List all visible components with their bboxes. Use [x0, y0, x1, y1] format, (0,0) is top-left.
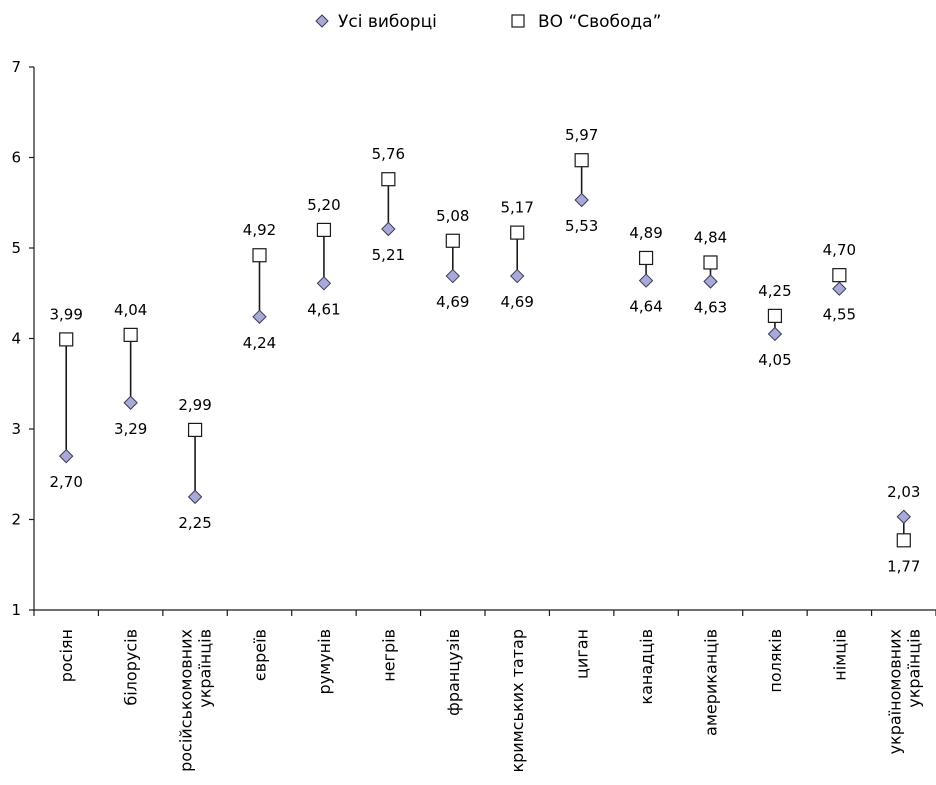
- point-svoboda: [896, 533, 911, 548]
- point-all-voters: [123, 395, 138, 410]
- data-label-all-voters: 5,53: [565, 217, 598, 235]
- y-tick-label: 7: [11, 58, 21, 76]
- x-category-label: українців: [904, 629, 923, 708]
- point-all-voters: [381, 221, 396, 237]
- point-all-voters: [574, 192, 589, 208]
- data-label-svoboda: 4,25: [758, 282, 791, 300]
- legend-label-all-voters: Усі виборці: [338, 12, 437, 32]
- data-label-all-voters: 4,05: [758, 351, 791, 369]
- legend: Усі виборці ВО “Свобода”: [315, 12, 661, 32]
- point-all-voters: [510, 268, 525, 284]
- data-label-all-voters: 2,25: [178, 514, 211, 532]
- x-category-label: євреїв: [251, 629, 270, 681]
- x-category-label: французів: [444, 629, 463, 716]
- data-label-all-voters: 3,29: [114, 420, 147, 438]
- point-svoboda: [123, 327, 138, 342]
- point-all-voters: [703, 274, 718, 289]
- x-category-label: циган: [573, 629, 592, 679]
- y-tick-label: 6: [11, 149, 21, 167]
- data-label-all-voters: 4,24: [243, 334, 276, 352]
- point-svoboda: [59, 332, 74, 347]
- x-category-label: росіян: [57, 629, 76, 682]
- point-svoboda: [252, 248, 267, 263]
- y-tick-label: 2: [11, 511, 21, 529]
- x-category-label: поляків: [766, 629, 785, 693]
- point-svoboda: [510, 225, 525, 240]
- data-label-svoboda: 4,70: [823, 241, 856, 259]
- data-label-all-voters: 4,64: [629, 298, 662, 316]
- legend-label-svoboda: ВО “Свобода”: [538, 12, 661, 32]
- point-svoboda: [574, 153, 589, 168]
- x-category-label: українців: [196, 629, 215, 708]
- data-label-svoboda: 4,84: [694, 228, 727, 246]
- data-label-all-voters: 4,69: [436, 293, 469, 311]
- x-category-label: румунів: [315, 629, 334, 695]
- point-all-voters: [59, 448, 74, 464]
- x-category-label: німців: [830, 629, 849, 681]
- data-label-all-voters: 5,21: [372, 246, 405, 264]
- x-category-label: російськомовних: [177, 629, 196, 772]
- data-label-svoboda: 5,08: [436, 207, 469, 225]
- point-svoboda: [187, 422, 203, 438]
- point-all-voters: [187, 489, 203, 505]
- point-svoboda: [445, 233, 460, 248]
- data-label-svoboda: 2,99: [178, 396, 211, 414]
- point-all-voters: [767, 326, 783, 342]
- y-tick-label: 4: [11, 330, 21, 348]
- point-all-voters: [832, 281, 847, 296]
- data-label-all-voters: 4,63: [694, 298, 727, 316]
- legend-item-all-voters: Усі виборці: [315, 12, 437, 32]
- legend-item-svoboda: ВО “Свобода”: [511, 12, 661, 32]
- data-label-svoboda: 5,20: [307, 196, 340, 214]
- legend-marker-diamond: [315, 14, 329, 28]
- data-label-svoboda: 5,97: [565, 126, 598, 144]
- x-category-label: канадців: [637, 629, 656, 705]
- data-label-all-voters: 4,61: [307, 300, 340, 318]
- data-label-svoboda: 4,04: [114, 301, 147, 319]
- data-label-all-voters: 2,70: [50, 473, 83, 491]
- point-svoboda: [832, 268, 847, 283]
- point-all-voters: [252, 309, 267, 324]
- y-tick-label: 3: [11, 420, 21, 438]
- data-label-svoboda: 5,76: [372, 145, 405, 163]
- y-tick-label: 5: [11, 239, 21, 257]
- x-category-label: американців: [702, 629, 721, 736]
- x-category-label: україномовних: [885, 629, 904, 754]
- point-all-voters: [316, 276, 332, 291]
- data-label-svoboda: 3,99: [50, 305, 83, 323]
- data-label-all-voters: 4,69: [501, 293, 534, 311]
- legend-marker-square: [511, 14, 525, 28]
- data-label-svoboda: 4,89: [629, 224, 662, 242]
- data-label-svoboda: 4,92: [243, 221, 276, 239]
- data-label-all-voters: 4,55: [823, 306, 856, 324]
- point-all-voters: [638, 273, 654, 288]
- point-svoboda: [316, 222, 332, 237]
- data-label-svoboda: 1,77: [887, 557, 920, 575]
- point-svoboda: [381, 172, 396, 187]
- point-svoboda: [703, 255, 718, 270]
- point-all-voters: [445, 268, 460, 284]
- x-category-label: кримських татар: [508, 629, 527, 773]
- point-svoboda: [638, 250, 654, 266]
- x-category-label: білорусів: [122, 629, 141, 706]
- x-category-label: негрів: [379, 629, 398, 682]
- point-all-voters: [896, 509, 911, 524]
- point-svoboda: [767, 308, 783, 323]
- data-label-svoboda: 5,17: [501, 199, 534, 217]
- y-tick-label: 1: [11, 601, 21, 619]
- plot-area: 3,99 2,70 4,04 3,29 2,99 2,25 4,92 4,24 5,20 4,61…: [50, 126, 921, 575]
- data-label-all-voters: 2,03: [887, 483, 920, 501]
